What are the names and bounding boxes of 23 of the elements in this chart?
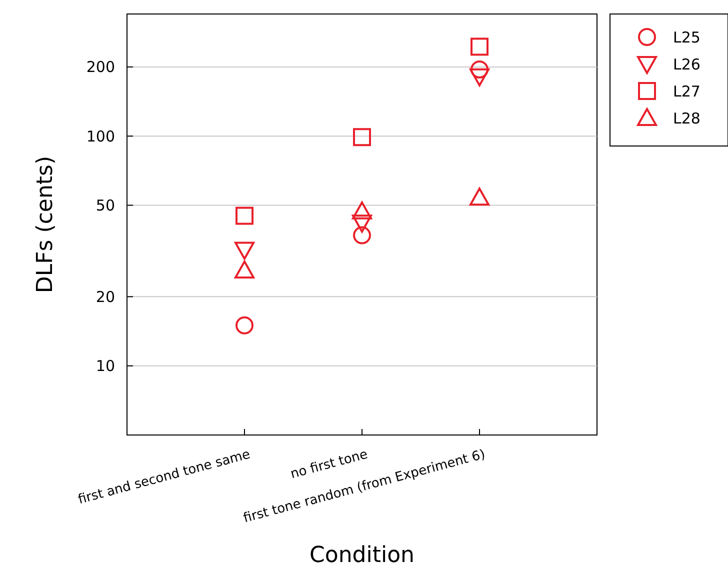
y-tick-label: 200 — [86, 58, 115, 76]
y-tick-label: 20 — [96, 288, 115, 306]
point — [353, 128, 371, 146]
legend-label: L25 — [673, 28, 700, 46]
y-tick-label: 10 — [96, 357, 115, 376]
point — [234, 242, 254, 260]
point — [352, 201, 372, 220]
legend-label: L26 — [673, 55, 700, 74]
point — [236, 316, 254, 334]
y-tick-label: 100 — [86, 127, 115, 146]
legend-label: L27 — [673, 82, 700, 100]
point — [470, 188, 490, 206]
point — [470, 68, 490, 86]
point — [353, 226, 371, 244]
y-tick-label: 50 — [96, 196, 115, 215]
x-axis-title: Condition — [310, 543, 414, 568]
y-axis-title: DLFs (cents) — [33, 156, 58, 294]
x-tick-label: first and second tone same — [76, 447, 252, 508]
point — [234, 260, 254, 279]
point — [236, 206, 254, 225]
point — [470, 38, 488, 56]
legend-label: L28 — [673, 109, 700, 128]
point — [352, 214, 372, 233]
